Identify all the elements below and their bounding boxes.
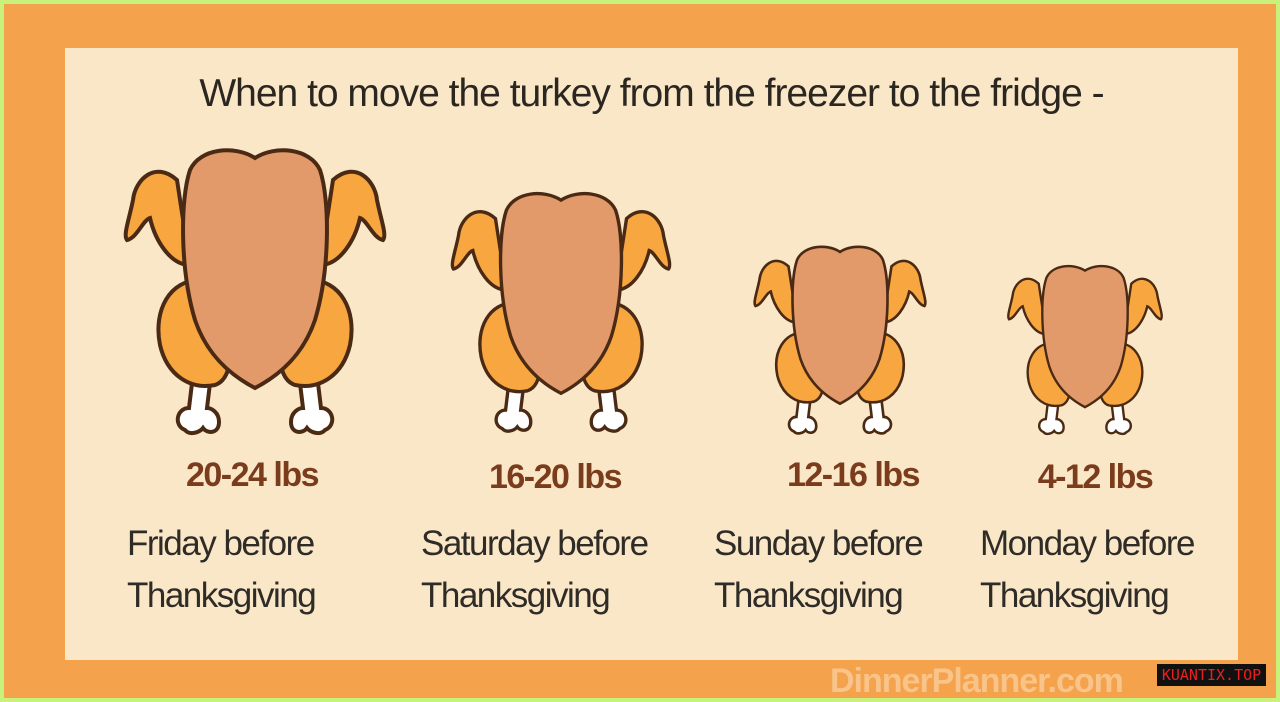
day-label: Sunday before Thanksgiving — [714, 518, 924, 622]
weight-label: 4-12 lbs — [1037, 458, 1154, 496]
turkey-small-icon — [753, 245, 927, 435]
day-line: Thanksgiving — [127, 576, 317, 615]
day-label: Friday before Thanksgiving — [127, 518, 317, 622]
turkey-medium-icon — [450, 191, 672, 433]
day-line: Saturday before — [421, 524, 649, 563]
weight-label: 16-20 lbs — [488, 458, 623, 496]
day-line: Thanksgiving — [980, 576, 1170, 615]
day-line: Friday before — [127, 524, 315, 563]
weight-label: 12-16 lbs — [786, 456, 921, 494]
weight-label: 20-24 lbs — [185, 456, 320, 494]
day-line: Monday before — [980, 524, 1195, 563]
site-badge: KUANTIX.TOP — [1157, 664, 1266, 686]
day-label: Saturday before Thanksgiving — [421, 518, 649, 622]
day-label: Monday before Thanksgiving — [980, 518, 1195, 622]
turkey-large-icon — [123, 148, 387, 436]
day-line: Sunday before — [714, 524, 924, 563]
turkey-smallest-icon — [1007, 264, 1163, 436]
day-line: Thanksgiving — [421, 576, 611, 615]
day-line: Thanksgiving — [714, 576, 904, 615]
watermark: DinnerPlanner.com — [830, 662, 1124, 700]
page-title: When to move the turkey from the freezer… — [199, 72, 1104, 115]
